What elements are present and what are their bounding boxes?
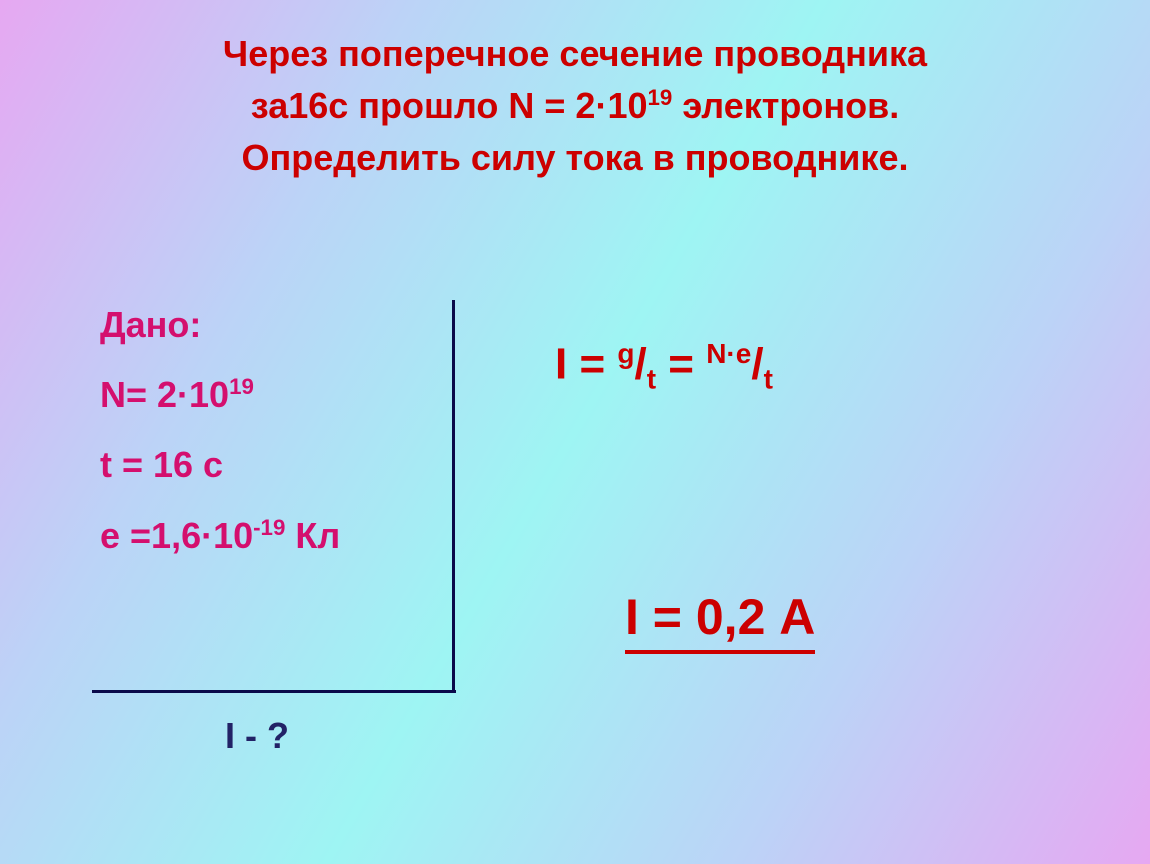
given-n-exp: 19 — [229, 374, 254, 399]
vertical-rule — [452, 300, 455, 690]
given-e: e =1,6·10-19 Кл — [100, 501, 340, 571]
given-e-base: e =1,6·10 — [100, 515, 253, 556]
title-line-2a: за16с прошло N = 2·10 — [251, 85, 648, 126]
horizontal-rule — [92, 690, 456, 693]
answer: I = 0,2 А — [625, 588, 815, 654]
frac1-bot: t — [647, 363, 656, 394]
problem-title: Через поперечное сечение проводника за16… — [70, 28, 1080, 185]
given-n-base: N= 2·10 — [100, 374, 229, 415]
title-line-3: Определить силу тока в проводнике. — [242, 137, 909, 178]
frac1-top: g — [617, 338, 634, 369]
formula-eq: = — [656, 340, 706, 389]
title-line-1: Через поперечное сечение проводника — [223, 33, 927, 74]
given-label: Дано: — [100, 290, 340, 360]
given-t: t = 16 с — [100, 430, 340, 500]
title-line-2b: электронов. — [672, 85, 899, 126]
formula-lhs: I = — [555, 340, 617, 389]
physics-slide: Через поперечное сечение проводника за16… — [0, 0, 1150, 864]
title-line-2-exp: 19 — [647, 85, 672, 110]
find-unknown: I - ? — [225, 715, 289, 757]
given-e-unit: Кл — [285, 515, 340, 556]
given-block: Дано: N= 2·1019 t = 16 с e =1,6·10-19 Кл — [100, 290, 340, 571]
frac2-bot: t — [764, 363, 773, 394]
frac2-slash: / — [751, 340, 763, 389]
given-n: N= 2·1019 — [100, 360, 340, 430]
frac1-slash: / — [634, 340, 646, 389]
frac2-top: N·e — [706, 338, 751, 369]
formula: I = g/t = N·e/t — [555, 338, 773, 395]
given-e-exp: -19 — [253, 515, 285, 540]
